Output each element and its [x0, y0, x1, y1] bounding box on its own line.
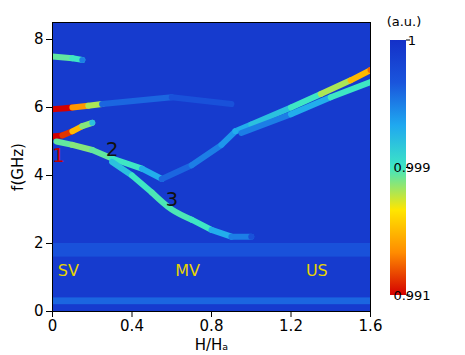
svg-text:1: 1: [52, 143, 65, 167]
svg-text:MV: MV: [175, 261, 200, 280]
svg-text:3: 3: [165, 187, 178, 211]
svg-text:f(GHz): f(GHz): [9, 143, 27, 191]
svg-text:1.2: 1.2: [279, 317, 303, 335]
svg-text:0.999: 0.999: [393, 160, 430, 175]
svg-text:4: 4: [34, 166, 44, 184]
svg-text:6: 6: [34, 98, 44, 116]
svg-text:2: 2: [34, 234, 44, 252]
svg-text:US: US: [306, 261, 328, 280]
svg-text:8: 8: [34, 30, 44, 48]
svg-text:SV: SV: [58, 261, 79, 280]
svg-text:0: 0: [34, 302, 44, 320]
svg-text:1: 1: [408, 33, 416, 48]
svg-text:1.6: 1.6: [359, 317, 383, 335]
svg-text:H/Hₐ: H/Hₐ: [195, 336, 229, 354]
svg-text:0: 0: [48, 317, 58, 335]
svg-text:(a.u.): (a.u.): [387, 14, 422, 29]
svg-text:0.4: 0.4: [120, 317, 144, 335]
svg-text:0.8: 0.8: [200, 317, 224, 335]
svg-text:0.991: 0.991: [393, 288, 430, 303]
svg-text:2: 2: [106, 137, 119, 161]
